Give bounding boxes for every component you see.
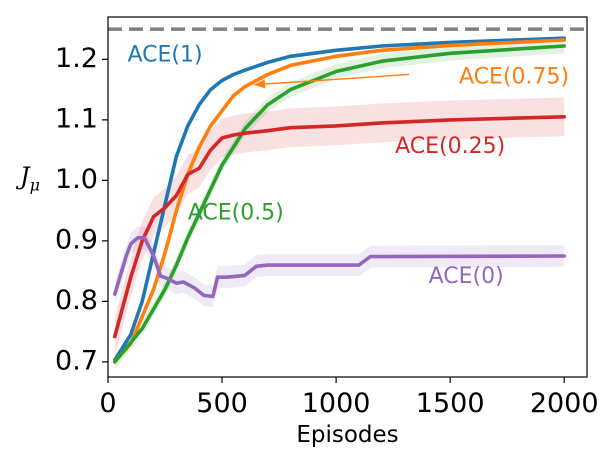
x-tick-label: 0 bbox=[99, 388, 116, 419]
series-line-ace-0 bbox=[113, 236, 567, 299]
band-ace-0 bbox=[114, 226, 565, 308]
series-line-ace-0-25 bbox=[113, 115, 567, 339]
series-label-ace-1: ACE(1) bbox=[127, 43, 202, 68]
y-tick-label: 0.7 bbox=[55, 345, 98, 376]
series-labels: ACE(1) ACE(0.75) ACE(0.5) ACE(0.25) ACE(0) bbox=[127, 43, 569, 289]
series-label-ace-0-75: ACE(0.75) bbox=[459, 65, 569, 90]
y-tick-label: 0.8 bbox=[55, 285, 98, 316]
series-line-ace-0-5 bbox=[113, 44, 567, 364]
y-tick-label: 1.2 bbox=[55, 43, 98, 74]
series-lines bbox=[113, 36, 567, 364]
arrowhead-ace-0-75 bbox=[254, 79, 266, 89]
band-ace-0-25 bbox=[114, 97, 565, 356]
series-line-ace-0-75 bbox=[113, 38, 567, 364]
y-tick-label: 1.1 bbox=[55, 103, 98, 134]
y-tick-label: 0.9 bbox=[55, 224, 98, 255]
y-axis-label-sub: μ bbox=[30, 175, 40, 194]
series-label-ace-0-5: ACE(0.5) bbox=[188, 201, 284, 226]
x-axis-label: Episodes bbox=[296, 422, 398, 448]
plot-frame bbox=[107, 16, 588, 378]
y-axis-label-main: J bbox=[15, 162, 31, 190]
series-label-ace-0: ACE(0) bbox=[429, 264, 504, 289]
y-axis-label: Jμ bbox=[15, 162, 40, 194]
x-tick-label: 500 bbox=[196, 388, 248, 419]
x-tick-label: 1000 bbox=[302, 388, 371, 419]
x-tick-label: 2000 bbox=[530, 388, 599, 419]
y-tick-label: 1.0 bbox=[55, 164, 98, 195]
y-axis-ticks: 0.7 0.8 0.9 1.0 1.1 1.2 bbox=[55, 43, 108, 376]
x-axis-ticks: 0 500 1000 1500 2000 bbox=[99, 377, 599, 419]
arrow-ace-0-75 bbox=[253, 73, 410, 86]
series-label-ace-0-25: ACE(0.25) bbox=[395, 134, 505, 159]
series-line-ace-1 bbox=[113, 36, 567, 362]
x-tick-label: 1500 bbox=[416, 388, 485, 419]
